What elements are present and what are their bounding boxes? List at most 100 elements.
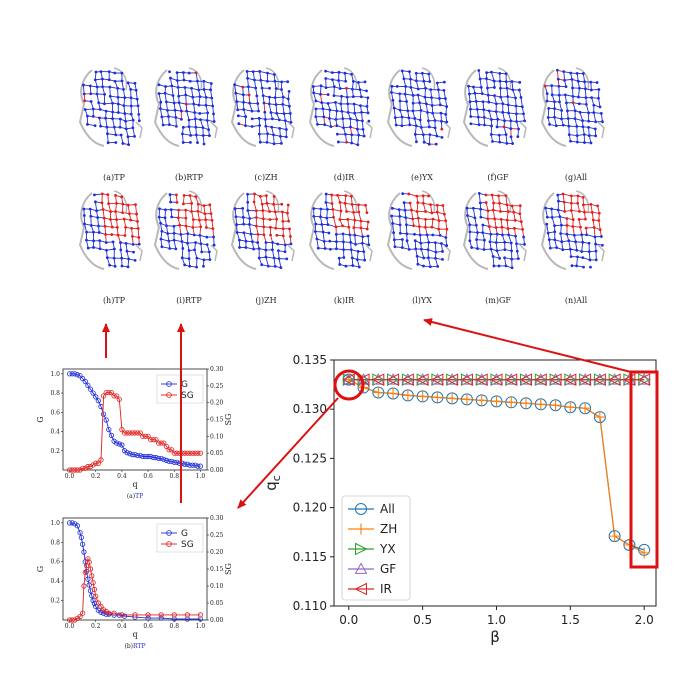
road-node <box>159 100 163 104</box>
district-outline <box>287 121 295 139</box>
road-node <box>571 86 574 90</box>
road-node <box>341 240 345 244</box>
road-node <box>191 225 195 229</box>
road-node <box>518 204 522 208</box>
road-node <box>158 207 161 211</box>
y-tick-label: 0.8 <box>50 539 60 546</box>
road-node <box>398 92 402 96</box>
road-node <box>352 210 355 214</box>
road-node <box>565 224 569 227</box>
road-node <box>179 117 183 121</box>
road-node <box>361 127 365 131</box>
road-node <box>315 237 319 241</box>
road-node <box>190 210 193 213</box>
network-caption: (c)ZH <box>254 173 277 182</box>
y-tick-label: 1.0 <box>50 520 60 527</box>
road-node <box>587 125 590 129</box>
data-point <box>402 389 414 401</box>
road-node <box>495 232 499 236</box>
road-node <box>183 86 187 89</box>
road-node <box>166 108 169 112</box>
road-node <box>581 196 585 199</box>
road-node <box>209 212 213 216</box>
road-node <box>518 88 521 92</box>
road-node <box>129 87 133 91</box>
road-node <box>204 103 208 107</box>
road-node <box>113 79 117 83</box>
district-outline <box>287 244 295 262</box>
data-point-g <box>132 452 138 458</box>
road-node <box>159 107 162 111</box>
data-point-sg <box>66 617 73 623</box>
district-outline <box>386 192 413 270</box>
road-node <box>207 128 211 132</box>
road-node <box>124 119 128 123</box>
road-edge <box>508 234 512 244</box>
data-point-g <box>81 549 87 555</box>
road-edge <box>197 211 200 221</box>
road-node <box>563 78 566 82</box>
road-edge <box>346 88 348 98</box>
road-edge <box>202 135 205 145</box>
road-node <box>506 103 510 107</box>
road-edge <box>339 210 342 220</box>
road-node <box>177 94 181 98</box>
road-node <box>415 210 419 213</box>
road-node <box>241 93 245 97</box>
road-node <box>440 127 444 131</box>
road-node <box>188 264 192 268</box>
road-edge <box>289 113 292 123</box>
road-edge <box>182 195 185 204</box>
road-node <box>134 203 137 207</box>
road-node <box>353 111 357 115</box>
data-point-sg <box>184 612 190 618</box>
road-node <box>474 100 478 103</box>
road-node <box>365 211 369 215</box>
road-node <box>268 95 271 99</box>
data-point-sg <box>103 608 109 615</box>
road-node <box>337 70 341 74</box>
road-node <box>201 126 205 130</box>
road-node <box>242 108 246 111</box>
road-edge <box>255 225 259 235</box>
road-node <box>112 256 116 260</box>
data-point <box>475 373 489 385</box>
road-edge <box>417 218 420 227</box>
road-node <box>181 141 185 144</box>
y-tick-label: 0.8 <box>50 390 60 397</box>
road-node <box>196 79 199 83</box>
network-panel: (e)YX <box>386 67 451 182</box>
road-node <box>335 247 338 251</box>
road-edge <box>135 90 138 100</box>
road-node <box>137 112 141 116</box>
road-node <box>587 119 591 123</box>
x-axis-label: q <box>132 480 137 489</box>
district-outline <box>540 69 567 147</box>
y-right-tick-label: 0.10 <box>210 433 224 440</box>
road-node <box>357 210 361 214</box>
data-point-sg <box>155 440 162 446</box>
road-node <box>582 265 585 269</box>
road-node <box>506 210 510 213</box>
district-outline <box>365 121 373 139</box>
road-node <box>100 201 104 205</box>
road-node <box>357 203 360 207</box>
road-node <box>82 83 85 87</box>
road-node <box>492 201 495 205</box>
road-node <box>104 233 108 236</box>
legend-label: SG <box>181 391 194 401</box>
road-node <box>492 79 496 83</box>
road-edge <box>427 112 429 121</box>
road-edge <box>476 239 478 249</box>
road-node <box>181 132 184 136</box>
data-point-g <box>95 398 101 404</box>
road-node <box>281 227 285 231</box>
x-tick-label: 0.0 <box>65 473 75 480</box>
road-node <box>108 94 112 98</box>
road-node <box>553 230 557 234</box>
district-outline <box>575 67 590 91</box>
road-node <box>503 248 507 252</box>
road-node <box>476 231 479 234</box>
data-point-sg <box>158 440 164 446</box>
road-edge <box>478 70 481 80</box>
